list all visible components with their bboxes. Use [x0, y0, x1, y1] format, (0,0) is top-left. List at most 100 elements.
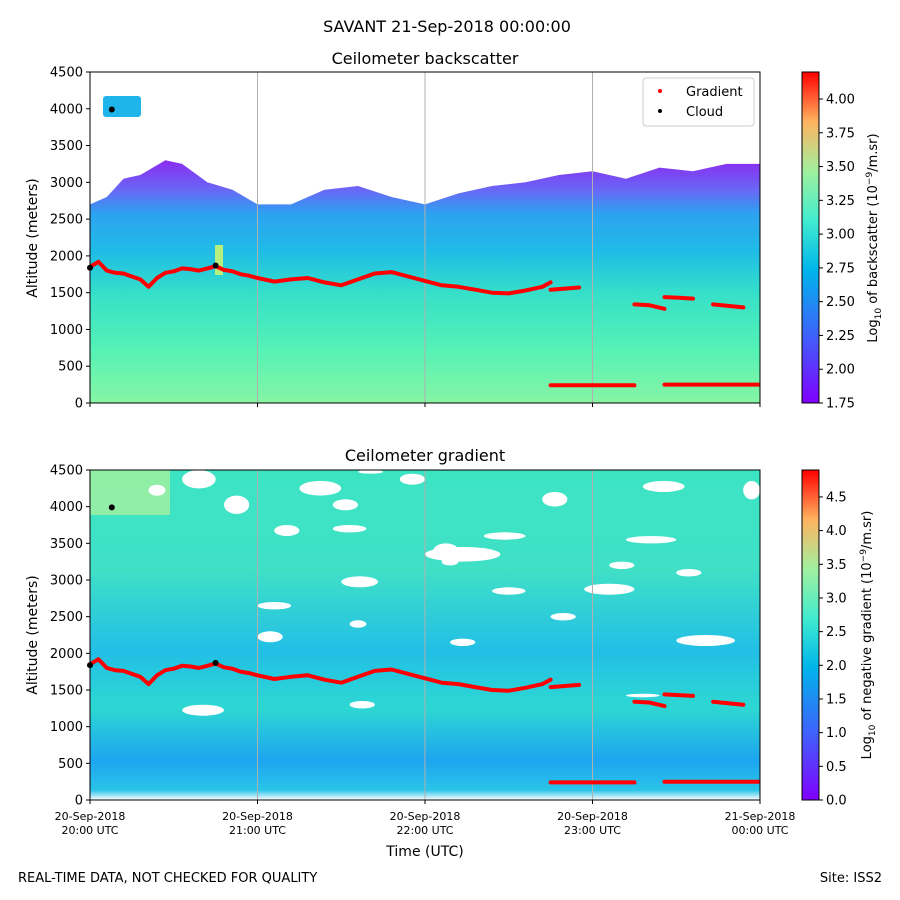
gradient-gap-region: [182, 470, 216, 489]
gradient-gap-region: [257, 602, 292, 610]
cb1-label-mid: of backscatter (10: [866, 185, 881, 308]
gradient-colorbar-tick-label: 3.0: [826, 591, 847, 606]
x-tick-label-time: 22:00 UTC: [396, 824, 453, 837]
gradient-gap-region: [626, 693, 660, 698]
gradient-gap-region: [274, 525, 300, 536]
gradient-gap-region: [676, 569, 702, 577]
backscatter-colorbar-tick-label: 3.50: [826, 160, 855, 175]
gradient-y-tick-label: 1000: [50, 720, 83, 735]
cb1-label-prefix: Log: [866, 319, 881, 342]
gradient-gap-region: [642, 481, 685, 492]
gradient-colorbar-tick-label: 2.0: [826, 659, 847, 674]
x-tick-label-date: 20-Sep-2018: [55, 810, 126, 823]
gradient-gap-region: [148, 484, 166, 496]
backscatter-y-tick-label: 4500: [50, 66, 83, 81]
cb2-label-mid: of negative gradient (10: [860, 562, 875, 724]
gradient-gap-region: [349, 620, 367, 628]
legend-gradient-label: Gradient: [686, 85, 743, 100]
backscatter-y-tick-label: 2000: [50, 249, 83, 264]
backscatter-cloud-point: [212, 262, 219, 269]
gradient-x-label: Time (UTC): [385, 844, 463, 860]
backscatter-y-tick-label: 1500: [50, 286, 83, 301]
gradient-gap-region: [450, 638, 476, 646]
backscatter-y-label: Altitude (meters): [25, 178, 41, 298]
x-tick-label-date: 20-Sep-2018: [557, 810, 628, 823]
backscatter-colorbar-tick-label: 2.00: [826, 363, 855, 378]
gradient-colorbar: [801, 469, 820, 801]
gradient-y-tick-label: 2500: [50, 610, 83, 625]
gradient-y-tick-label: 500: [58, 757, 83, 772]
gradient-panel: Ceilometer gradient 0 500 1000 1500 2000 2500…: [25, 446, 878, 860]
gradient-colorbar-ticks: 0.0 0.5 1.0 1.5 2.0 2.5 3.0 3.5 4.0 4.5: [819, 490, 847, 809]
gradient-colorbar-tick-label: 0.5: [826, 760, 847, 775]
backscatter-y-tick-label: 2500: [50, 213, 83, 228]
gradient-colorbar-tick-label: 4.5: [826, 490, 847, 505]
backscatter-y-tick-label: 3500: [50, 139, 83, 154]
backscatter-gradient-series: [90, 259, 553, 296]
backscatter-colorbar-tick-label: 2.50: [826, 295, 855, 310]
gradient-gap-region: [299, 481, 342, 496]
gradient-title: Ceilometer gradient: [345, 446, 505, 465]
gradient-gap-region: [492, 587, 526, 595]
backscatter-cloud-point: [108, 106, 115, 113]
gradient-gap-region: [349, 701, 375, 709]
backscatter-colorbar-ticks: 1.75 2.00 2.25 2.50 2.75 3.00 3.25 3.50 3.75 4.00: [819, 93, 855, 412]
backscatter-gradient-segment: [662, 295, 695, 301]
backscatter-x-ticks: [89, 403, 761, 407]
backscatter-colorbar-tick-label: 4.00: [826, 93, 855, 108]
gradient-gap-region: [332, 499, 358, 511]
gradient-y-tick-label: 4500: [50, 464, 83, 479]
legend: Gradient Cloud: [642, 77, 755, 127]
gradient-colorbar-tick-label: 3.5: [826, 558, 847, 573]
gradient-colorbar-label: Log10 of negative gradient (10−9/m.sr): [859, 511, 878, 760]
backscatter-colorbar-tick-label: 1.75: [826, 397, 855, 412]
cb1-label-sup: −9: [865, 172, 875, 186]
gradient-y-tick-label: 2000: [50, 647, 83, 662]
gradient-gap-region: [609, 561, 635, 569]
backscatter-y-tick-label: 0: [75, 397, 83, 412]
gradient-y-tick-label: 4000: [50, 500, 83, 515]
gradient-gap-region: [676, 635, 735, 646]
legend-cloud-label: Cloud: [686, 105, 723, 120]
backscatter-y-tick-label: 500: [58, 360, 83, 375]
gradient-gradient-segment: [662, 692, 695, 698]
gradient-x-gridlines: [257, 470, 593, 800]
gradient-gradient-segment: [548, 682, 582, 690]
backscatter-y-tick-label: 4000: [50, 102, 83, 117]
backscatter-panel: Ceilometer backscatter 0 500 1000 1500 2000 2…: [25, 49, 884, 412]
backscatter-colorbar-tick-label: 3.75: [826, 126, 855, 141]
gradient-gap-region: [626, 536, 677, 544]
gradient-y-ticks: 0 500 1000 1500 2000 2500 3000 3500 4000 4500: [50, 464, 90, 809]
gradient-gap-region: [542, 492, 568, 507]
gradient-gap-region: [332, 525, 367, 533]
backscatter-gradient-segment: [632, 302, 667, 311]
x-tick-label-date: 20-Sep-2018: [222, 810, 293, 823]
gradient-gradient-line: [90, 657, 760, 785]
gradient-colorbar-tick-label: 2.5: [826, 625, 847, 640]
gradient-y-tick-label: 3000: [50, 574, 83, 589]
gradient-colorbar-tick-label: 0.0: [826, 794, 847, 809]
backscatter-cloud-patch: [103, 96, 141, 117]
cb1-label-sub: 10: [874, 308, 884, 320]
x-tick-label-time: 00:00 UTC: [731, 824, 788, 837]
gradient-gap-region: [425, 547, 501, 562]
gradient-y-tick-label: 3500: [50, 537, 83, 552]
backscatter-colorbar-tick-label: 2.25: [826, 329, 855, 344]
gradient-gap-region: [257, 631, 283, 643]
gradient-gap-region: [182, 704, 225, 716]
gradient-gradient-segment: [711, 699, 746, 707]
gradient-gradient-series: [90, 657, 553, 693]
backscatter-colorbar-tick-label: 2.75: [826, 261, 855, 276]
gradient-colorbar-tick-label: 1.0: [826, 726, 847, 741]
gradient-gap-region: [358, 470, 384, 474]
backscatter-x-gridlines: [257, 72, 593, 403]
backscatter-plume: [215, 245, 223, 275]
gradient-cloud-point: [212, 659, 219, 666]
cb2-label-sub: 10: [868, 724, 878, 736]
gradient-gap-region: [399, 473, 425, 485]
legend-box: [642, 77, 755, 127]
gradient-gap-region: [550, 613, 576, 621]
gradient-gap-region: [224, 495, 250, 514]
